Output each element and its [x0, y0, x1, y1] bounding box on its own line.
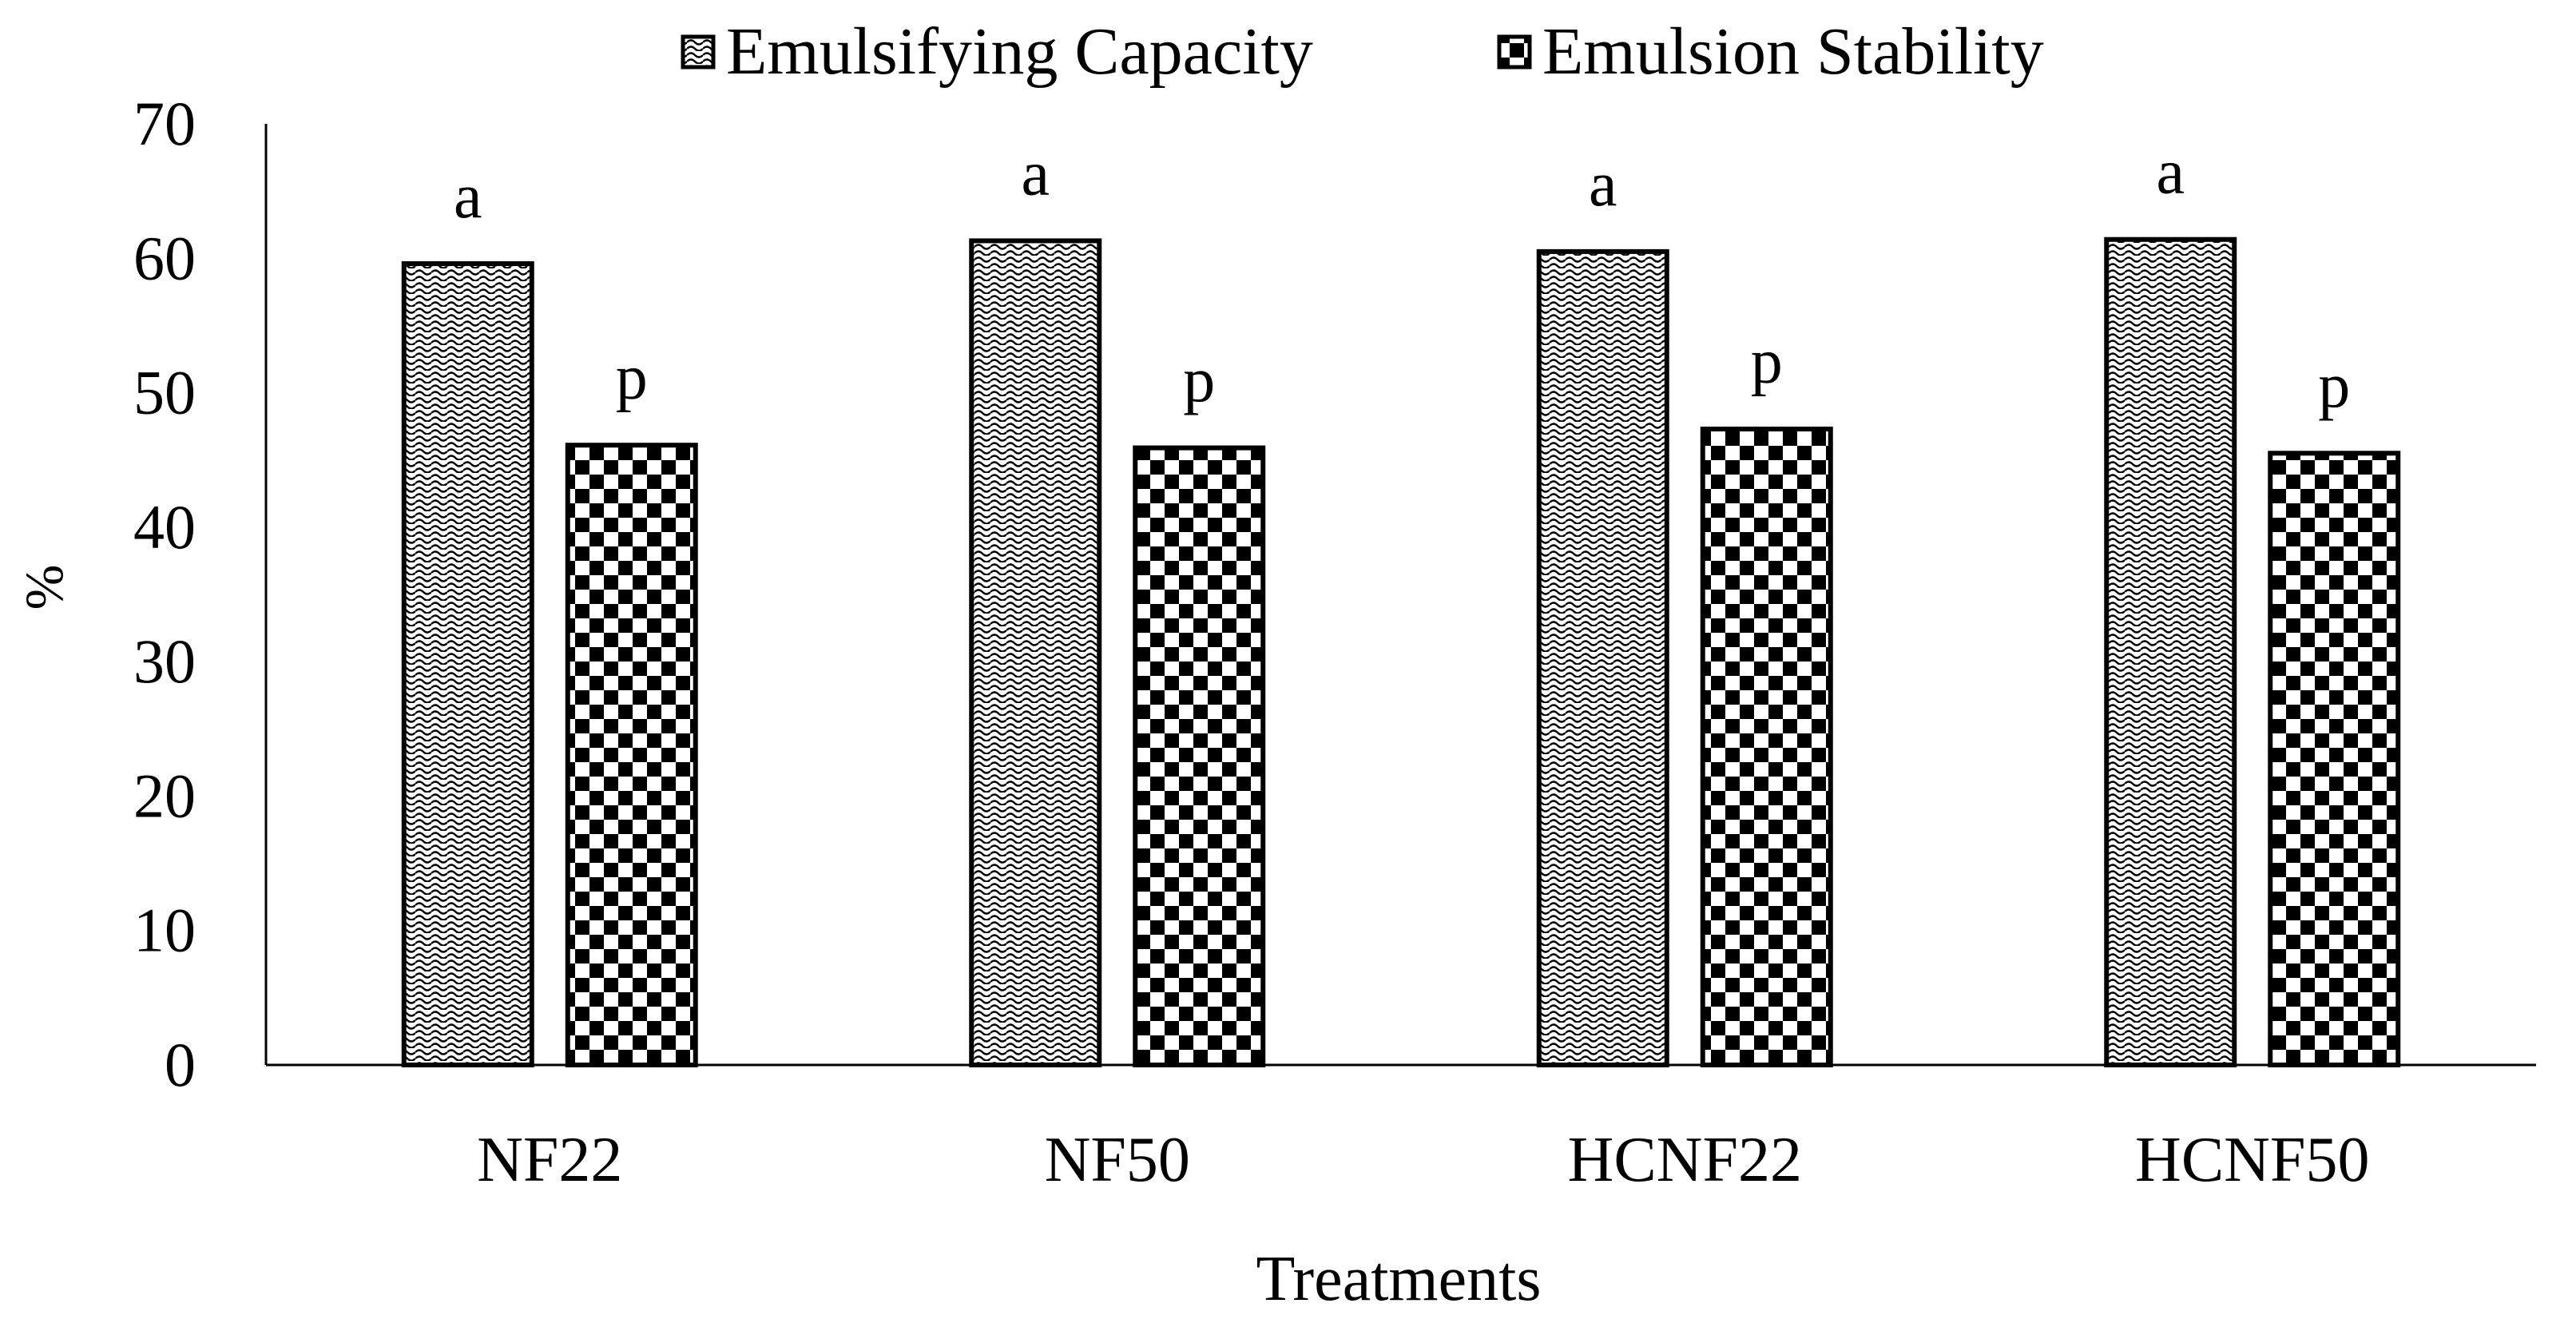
x-tick-label: NF50 — [1045, 1125, 1190, 1195]
bar-emulsifying-capacity-nf22 — [401, 261, 534, 1067]
x-tick-label: NF22 — [477, 1125, 622, 1195]
significance-label: a — [1589, 149, 1617, 220]
bar-emulsion-stability-hcnf50 — [2268, 451, 2401, 1067]
legend-swatch — [1497, 34, 1532, 70]
legend-item-emulsion-stability: Emulsion Stability — [1497, 14, 2044, 89]
bar-emulsion-stability-hcnf22 — [1700, 427, 1833, 1067]
x-tick-label: HCNF22 — [1568, 1125, 1802, 1195]
significance-label: p — [1183, 346, 1215, 416]
significance-label: p — [2318, 351, 2350, 421]
x-axis-title: Treatments — [1256, 1244, 1541, 1314]
legend: Emulsifying Capacity Emulsion Stability — [681, 14, 2044, 89]
bar-emulsion-stability-nf22 — [565, 443, 698, 1067]
y-tick-label: 40 — [133, 492, 196, 562]
legend-swatch — [681, 34, 716, 70]
bar-emulsifying-capacity-hcnf50 — [2104, 236, 2237, 1067]
significance-label: a — [2156, 137, 2185, 208]
y-tick-label: 60 — [133, 223, 196, 292]
legend-item-emulsifying-capacity: Emulsifying Capacity — [681, 14, 1313, 89]
y-tick-label: 70 — [133, 89, 196, 158]
y-tick-label: 0 — [165, 1030, 196, 1099]
legend-label: Emulsion Stability — [1542, 14, 2044, 89]
significance-label: p — [616, 343, 648, 413]
bar-emulsifying-capacity-hcnf22 — [1536, 248, 1669, 1068]
significance-label: a — [1021, 138, 1050, 209]
y-tick-label: 20 — [133, 761, 196, 830]
significance-label: a — [454, 161, 482, 232]
y-tick-label: 50 — [133, 358, 196, 427]
y-tick-label: 30 — [133, 626, 196, 696]
y-tick-label: 10 — [133, 896, 196, 965]
x-axis: NF22 NF50 HCNF22 HCNF50 — [266, 1063, 2536, 1195]
bar-emulsifying-capacity-nf50 — [969, 238, 1102, 1067]
x-tick-label: HCNF50 — [2135, 1125, 2369, 1195]
y-axis-title: % — [14, 565, 74, 610]
bars: a p a p a p a p — [401, 137, 2401, 1068]
legend-label: Emulsifying Capacity — [726, 14, 1313, 89]
significance-label: p — [1751, 327, 1783, 397]
bar-emulsion-stability-nf50 — [1133, 445, 1266, 1067]
y-axis: 0 10 20 30 40 50 60 70 — [133, 89, 268, 1099]
